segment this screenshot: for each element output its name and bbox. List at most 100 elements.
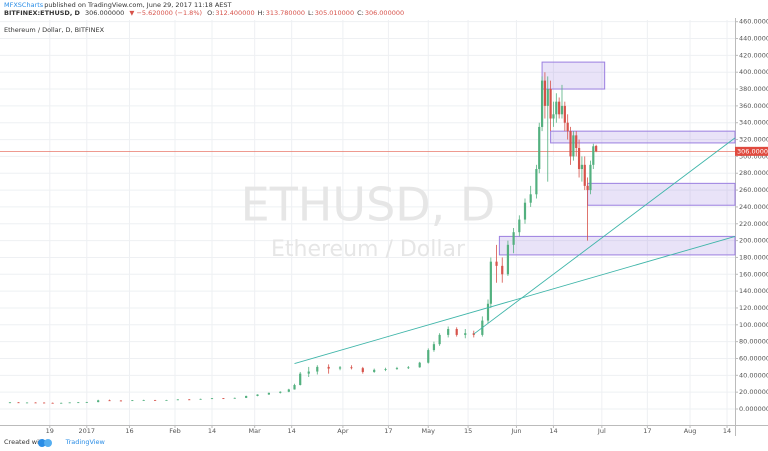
x-tick-label: Jun xyxy=(510,427,521,435)
y-tick-label: 360.000000 xyxy=(739,102,768,110)
candle-body xyxy=(580,164,584,170)
footer: Created with TradingView xyxy=(4,438,105,446)
candle-body xyxy=(552,114,555,119)
candle-body xyxy=(595,145,598,152)
y-tick-label: 240.000000 xyxy=(739,203,768,211)
ohlc-label: H: xyxy=(257,9,265,17)
x-tick-label: Aug xyxy=(684,427,697,435)
candle-body xyxy=(438,334,441,345)
x-tick-label: Apr xyxy=(337,427,349,435)
x-tick-label: 15 xyxy=(464,427,472,435)
candle-body xyxy=(501,265,504,275)
x-tick-label: 14 xyxy=(208,427,216,435)
trendline xyxy=(473,137,736,335)
y-tick-label: 380.000000 xyxy=(739,85,768,93)
candle-body xyxy=(338,367,342,369)
candle-body xyxy=(592,146,595,165)
candle-body xyxy=(543,80,547,106)
y-tick-label: 280.000000 xyxy=(739,169,768,177)
candle-body xyxy=(418,362,421,368)
candle-body xyxy=(495,261,498,266)
candle-body xyxy=(25,402,29,404)
ohlc-value: 313.780000 xyxy=(265,9,305,17)
candle-body xyxy=(108,400,111,402)
x-tick-label: 14 xyxy=(723,427,731,435)
candle-body xyxy=(199,398,202,400)
symbol: BITFINEX:ETHUSD, D xyxy=(4,9,80,17)
candle-body xyxy=(560,105,564,115)
x-tick-label: 16 xyxy=(125,427,133,435)
candle-body xyxy=(267,392,271,395)
zone xyxy=(498,235,736,256)
candle-body xyxy=(287,389,290,392)
candle-body xyxy=(577,147,581,170)
candle-body xyxy=(350,367,353,369)
y-tick-label: 340.000000 xyxy=(739,119,768,127)
chart: Ethereum / Dollar, D, BITFINEX ETHUSD, D… xyxy=(0,18,768,436)
candle-body xyxy=(583,164,586,186)
zone xyxy=(587,182,736,206)
y-tick-label: 60.000000 xyxy=(739,354,768,362)
candle-body xyxy=(176,399,179,401)
candle-body xyxy=(68,402,71,404)
candle-body xyxy=(569,131,572,157)
x-tick-label: 2017 xyxy=(79,427,96,435)
zone xyxy=(550,130,736,144)
candle-body xyxy=(361,368,364,372)
watermark-sub: Ethereum / Dollar xyxy=(271,237,466,262)
y-tick-label: 20.000000 xyxy=(739,388,768,396)
y-tick-label: 220.000000 xyxy=(739,220,768,228)
candle-body xyxy=(427,350,430,363)
candle-body xyxy=(464,333,467,335)
candle-body xyxy=(256,394,259,396)
trendline xyxy=(294,235,736,364)
candle-body xyxy=(373,369,376,372)
candle-body xyxy=(489,261,492,304)
x-tick-label: Mar xyxy=(249,427,262,435)
ohlc-value: 306.000000 xyxy=(364,9,405,17)
candle-body xyxy=(34,402,37,404)
legend: Ethereum / Dollar, D, BITFINEX xyxy=(4,26,105,34)
y-tick-label: 260.000000 xyxy=(739,186,768,194)
ohlc: O:312.400000 H:313.780000 L:305.010000 C:30… xyxy=(207,9,407,17)
candle-body xyxy=(523,202,527,220)
candle-body xyxy=(512,232,515,245)
created: Created with xyxy=(4,438,46,446)
candle-body xyxy=(586,185,589,191)
candle-body xyxy=(8,402,12,404)
candle-body xyxy=(535,169,538,195)
y-tick-label: 440.000000 xyxy=(739,35,768,43)
candle-body xyxy=(455,329,458,335)
candle-body xyxy=(60,402,63,404)
watermark: ETHUSD, D xyxy=(241,178,496,232)
x-tick-label: Feb xyxy=(169,427,181,435)
grid xyxy=(0,20,735,425)
y-tick-label: 140.000000 xyxy=(739,287,768,295)
candle-body xyxy=(549,89,552,119)
change: ▼ −5.620000 (−1.8%) xyxy=(129,9,203,17)
x-tick-label: Jul xyxy=(597,427,606,435)
y-tick-label: 420.000000 xyxy=(739,51,768,59)
candle-body xyxy=(299,373,302,386)
ohlc-label: O: xyxy=(207,9,215,17)
ohlc-value: 312.400000 xyxy=(215,9,255,17)
candle-body xyxy=(540,80,544,127)
candle-body xyxy=(538,126,541,170)
x-tick-label: 14 xyxy=(549,427,557,435)
candle-body xyxy=(395,368,399,370)
candle-body xyxy=(293,385,296,390)
candle-body xyxy=(506,244,510,275)
price-label-bg xyxy=(735,146,768,156)
candle-body xyxy=(17,402,20,404)
candle-body xyxy=(307,371,310,374)
y-tick-label: 0.000000 xyxy=(739,405,768,413)
candle-body xyxy=(563,105,566,123)
author[interactable]: MFXSCharts xyxy=(4,1,44,9)
candle-body xyxy=(85,402,88,403)
candle-body xyxy=(77,402,80,404)
brand[interactable]: TradingView xyxy=(65,438,105,446)
candle-body xyxy=(279,391,282,393)
y-tick-label: 320.000000 xyxy=(739,136,768,144)
candle-body xyxy=(119,400,123,402)
